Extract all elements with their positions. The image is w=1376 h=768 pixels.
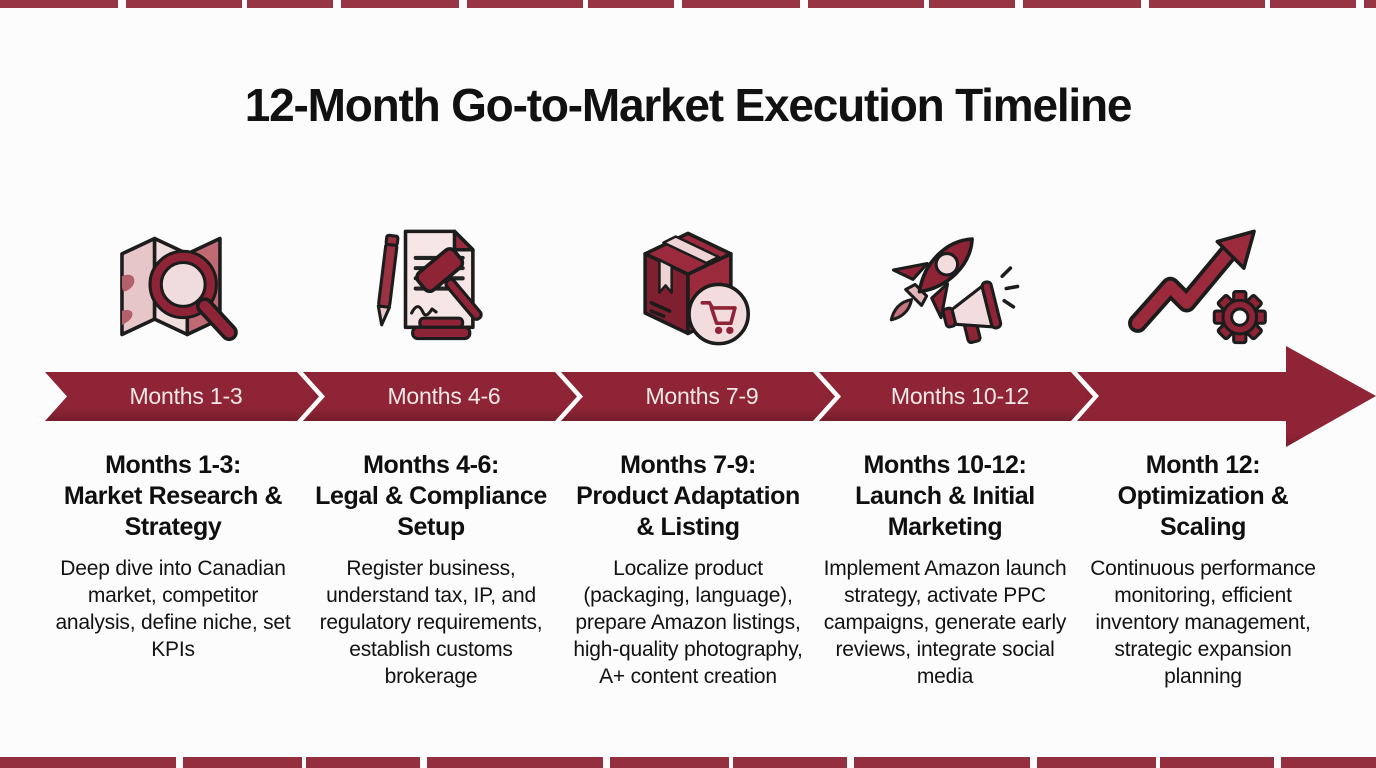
map-search-icon [88, 213, 258, 361]
banner-segment-months-7-9: Months 7-9 [561, 372, 835, 421]
stage-heading: Months 1-3: Market Research & Strategy [51, 450, 295, 543]
rocket-megaphone-icon [858, 213, 1028, 361]
stage-title: Launch & Initial Marketing [855, 482, 1035, 541]
stage-title: Market Research & Strategy [63, 482, 283, 541]
stage-description: Continuous performance monitoring, effic… [1090, 557, 1316, 688]
banner-label: Months 7-9 [645, 383, 759, 409]
growth-arrow-gear-icon [1116, 213, 1286, 361]
stage-months-10-12: Months 10-12: Launch & Initial Marketing… [823, 450, 1067, 690]
stage-title: Legal & Compliance Setup [315, 482, 547, 541]
timeline-arrow-icon [1077, 346, 1376, 447]
banner-segment-months-4-6: Months 4-6 [303, 372, 577, 421]
page-title: 12-Month Go-to-Market Execution Timeline [244, 79, 1133, 131]
stage-heading: Months 7-9: Product Adaptation & Listing [566, 450, 810, 543]
stage-description: Implement Amazon launch strategy, activa… [823, 557, 1067, 688]
stage-months-1-3: Months 1-3: Market Research & Strategy D… [51, 450, 295, 664]
stage-months-4-6: Months 4-6: Legal & Compliance Setup Reg… [309, 450, 553, 690]
stage-heading: Month 12: Optimization & Scaling [1081, 450, 1325, 543]
stage-range: Months 1-3: [105, 451, 241, 479]
package-shopping-cart-icon [603, 213, 773, 361]
legal-contract-gavel-icon [345, 213, 515, 361]
stage-range: Months 4-6: [363, 451, 499, 479]
stage-heading: Months 10-12: Launch & Initial Marketing [823, 450, 1067, 543]
stage-title: Optimization & Scaling [1117, 482, 1289, 541]
banner-segment-months-1-3: Months 1-3 [45, 372, 319, 421]
banner-label: Months 1-3 [129, 383, 243, 409]
top-border-strip [0, 0, 1376, 8]
banner-segment-months-10-12: Months 10-12 [819, 372, 1093, 421]
stage-range: Months 7-9: [620, 451, 756, 479]
banner-label: Months 10-12 [890, 383, 1030, 409]
stage-month-12: Month 12: Optimization & Scaling Continu… [1081, 450, 1325, 690]
stage-description: Register business, understand tax, IP, a… [319, 557, 543, 688]
stage-description: Localize product (packaging, language), … [573, 557, 803, 688]
stage-range: Month 12: [1145, 451, 1261, 479]
stage-range: Months 10-12: [863, 451, 1027, 479]
banner-label: Months 4-6 [387, 383, 501, 409]
stage-months-7-9: Months 7-9: Product Adaptation & Listing… [566, 450, 810, 690]
bottom-border-strip [0, 757, 1376, 768]
stage-heading: Months 4-6: Legal & Compliance Setup [309, 450, 553, 543]
stage-title: Product Adaptation & Listing [576, 482, 800, 541]
stage-description: Deep dive into Canadian market, competit… [55, 557, 291, 661]
